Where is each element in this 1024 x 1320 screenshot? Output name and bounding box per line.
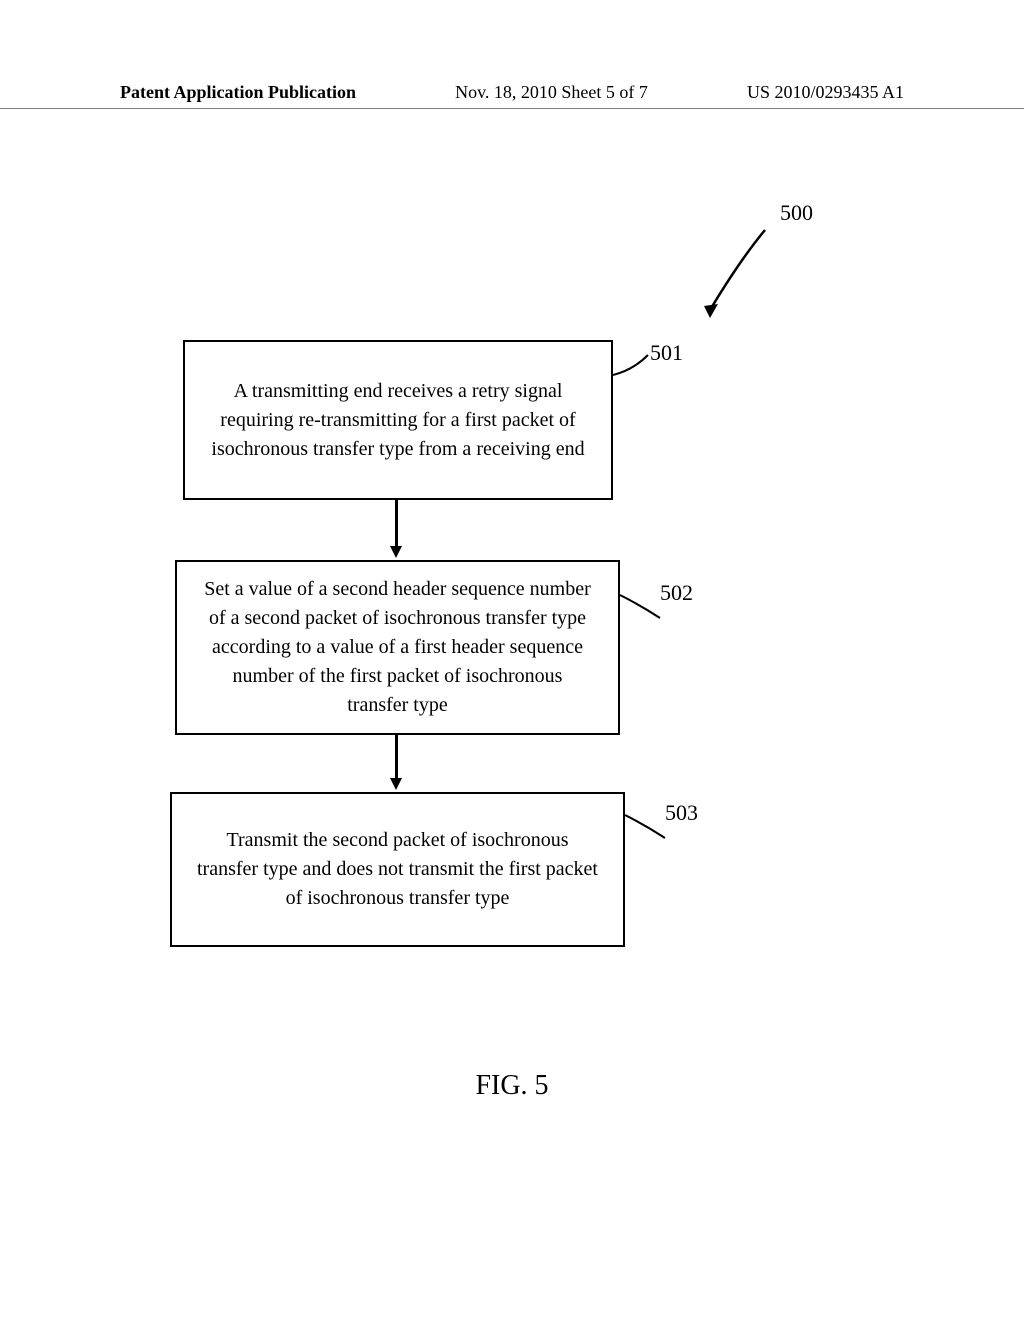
flowchart-step-2: Set a value of a second header sequence … (175, 560, 620, 735)
header-patent-number: US 2010/0293435 A1 (747, 82, 904, 103)
arrow-1-line (395, 500, 398, 548)
header-date-sheet: Nov. 18, 2010 Sheet 5 of 7 (455, 82, 648, 103)
step-1-text: A transmitting end receives a retry sign… (210, 377, 586, 464)
page-header: Patent Application Publication Nov. 18, … (0, 82, 1024, 103)
figure-caption: FIG. 5 (0, 1070, 1024, 1102)
header-publication: Patent Application Publication (120, 82, 356, 103)
step-1-label: 501 (650, 340, 683, 366)
step-3-text: Transmit the second packet of isochronou… (197, 826, 598, 913)
reference-arrow-icon (690, 210, 790, 330)
step-3-label: 503 (665, 800, 698, 826)
arrow-2-line (395, 735, 398, 780)
step-2-label: 502 (660, 580, 693, 606)
flowchart-step-3: Transmit the second packet of isochronou… (170, 792, 625, 947)
header-divider (0, 108, 1024, 109)
arrow-2-head-icon (390, 778, 402, 790)
reference-label-500: 500 (780, 200, 813, 226)
arrow-1-head-icon (390, 546, 402, 558)
flowchart-step-1: A transmitting end receives a retry sign… (183, 340, 613, 500)
step-2-text: Set a value of a second header sequence … (202, 575, 593, 720)
